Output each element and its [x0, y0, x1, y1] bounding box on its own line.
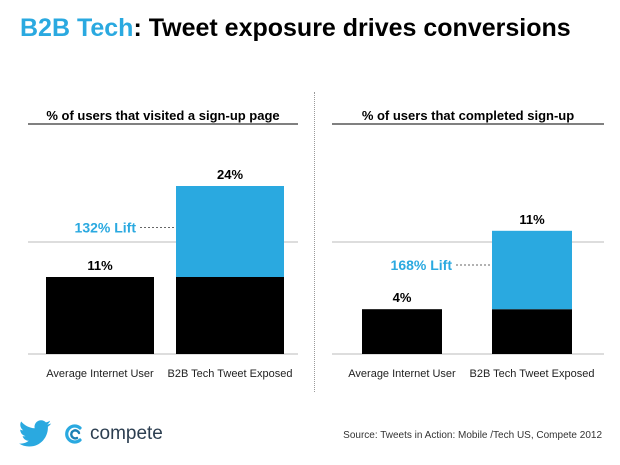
panel-divider [314, 92, 315, 392]
source-note: Source: Tweets in Action: Mobile /Tech U… [343, 430, 602, 441]
chart1-value-label-2: 24% [217, 167, 243, 182]
chart1-value-label-1: 11% [87, 258, 113, 273]
chart1-bar-exposed-base [176, 277, 284, 354]
chart1-bar-avg [46, 277, 154, 354]
chart1-bar-exposed-lift [176, 186, 284, 277]
chart2-category-label-2: B2B Tech Tweet Exposed [470, 368, 595, 380]
chart2-bar-exposed-base [492, 309, 572, 354]
chart2-title: % of users that completed sign-up [361, 108, 575, 123]
chart1-category-label-2: B2B Tech Tweet Exposed [168, 368, 293, 380]
chart2-value-label-1: 4% [393, 290, 412, 305]
chart2-category-label-1: Average Internet User [348, 368, 456, 380]
chart2-value-label-2: 11% [519, 212, 545, 227]
title-highlight: B2B Tech [20, 14, 134, 42]
chart1-title: % of users that visited a sign-up page [46, 108, 280, 123]
footer-logos: compete [18, 420, 163, 448]
chart2-bar-exposed-lift [492, 230, 572, 310]
twitter-bird-icon [19, 420, 52, 447]
chart2-lift-label: 168% Lift [391, 257, 453, 273]
compete-brand: compete [90, 423, 163, 444]
title-rest: : Tweet exposure drives conversions [133, 14, 571, 42]
compete-logo-icon [65, 424, 82, 444]
page-title: B2B Tech: Tweet exposure drives conversi… [20, 14, 571, 43]
chart1-category-label-1: Average Internet User [46, 368, 154, 380]
chart2-bar-avg [362, 309, 442, 354]
chart1-lift-label: 132% Lift [75, 220, 137, 236]
